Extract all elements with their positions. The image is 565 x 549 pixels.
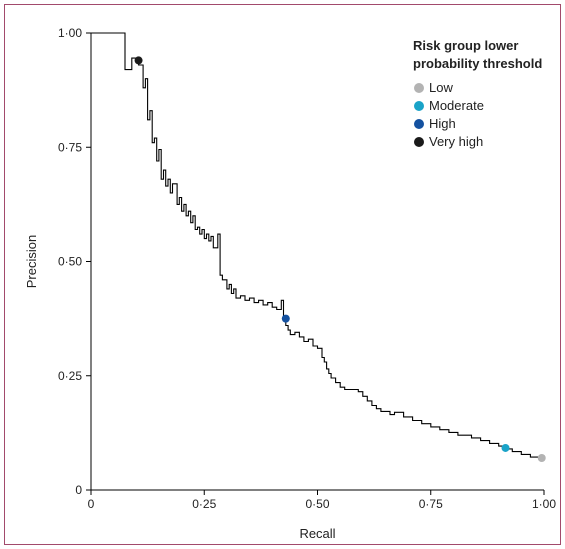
legend-title-line-2: probability threshold — [413, 56, 542, 71]
marker-very-high — [134, 56, 143, 65]
y-tick-label: 0·50 — [58, 255, 82, 269]
x-tick-label: 0 — [88, 497, 95, 511]
y-tick-label: 1·00 — [58, 26, 82, 40]
legend-title-line-1: Risk group lower — [413, 38, 518, 53]
y-axis-title: Precision — [24, 235, 39, 288]
x-tick-label: 0·25 — [192, 497, 216, 511]
legend-label-very-high: Very high — [429, 134, 483, 149]
legend-label-low: Low — [429, 80, 453, 95]
curve-layer — [91, 32, 544, 460]
y-tick-label: 0·75 — [58, 140, 82, 154]
x-tick-label: 0·75 — [419, 497, 443, 511]
y-tick-label: 0·25 — [58, 369, 82, 383]
legend-swatch-low — [414, 83, 424, 93]
marker-moderate — [501, 443, 510, 452]
marker-high — [281, 314, 290, 323]
precision-recall-curve — [91, 32, 544, 460]
marker-layer — [134, 56, 546, 463]
axes: 00 0·25 0·25 0·50 0·50 0·75 0·75 1·00 1·00 Recall… — [24, 26, 556, 541]
chart-frame — [4, 4, 561, 545]
legend-swatch-moderate — [414, 101, 424, 111]
marker-low — [537, 454, 546, 463]
legend-label-moderate: Moderate — [429, 98, 484, 113]
x-tick-label: 1·00 — [532, 497, 556, 511]
legend-swatch-high — [414, 119, 424, 129]
x-tick-label: 0·50 — [305, 497, 329, 511]
x-axis-title: Recall — [299, 526, 335, 541]
legend-swatch-very-high — [414, 137, 424, 147]
legend: Risk group lower probability threshold Low… — [413, 38, 542, 149]
legend-label-high: High — [429, 116, 456, 131]
y-tick-label: 0 — [75, 483, 82, 497]
